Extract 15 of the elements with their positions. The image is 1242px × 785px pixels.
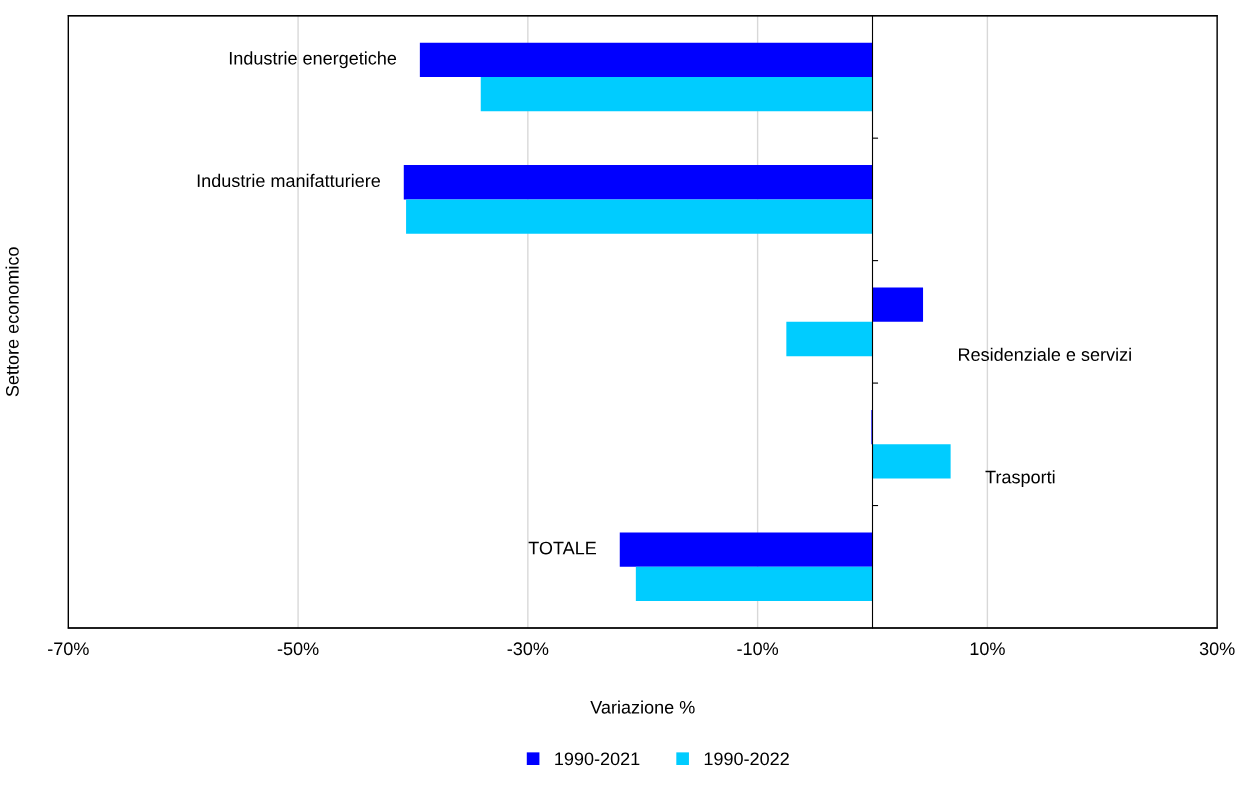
y-axis-title: Settore economico [5, 247, 19, 397]
y-tick-label: TOTALE [528, 541, 597, 555]
y-tick-label: Trasporti [985, 470, 1055, 488]
x-tick-label: 30% [1199, 642, 1235, 656]
y-tick-label: Residenziale e servizi [959, 347, 1131, 361]
x-tick-label: -70% [48, 642, 89, 656]
x-tick-label: -30% [507, 642, 549, 656]
x-tick-label: -10% [737, 642, 779, 656]
legend-label: 1990-2022 [704, 752, 789, 766]
y-tick-label: Industrie manifatturiere [197, 173, 381, 188]
y-tick-label: Industrie energetiche [229, 51, 397, 69]
x-tick-label: 10% [970, 642, 1005, 656]
x-axis-title: Variazione % [590, 700, 695, 714]
legend-label: 1990-2021 [555, 752, 640, 766]
x-tick-label: -50% [277, 642, 319, 656]
